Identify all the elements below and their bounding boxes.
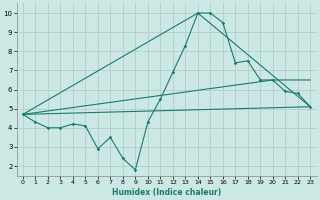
X-axis label: Humidex (Indice chaleur): Humidex (Indice chaleur) <box>112 188 221 197</box>
